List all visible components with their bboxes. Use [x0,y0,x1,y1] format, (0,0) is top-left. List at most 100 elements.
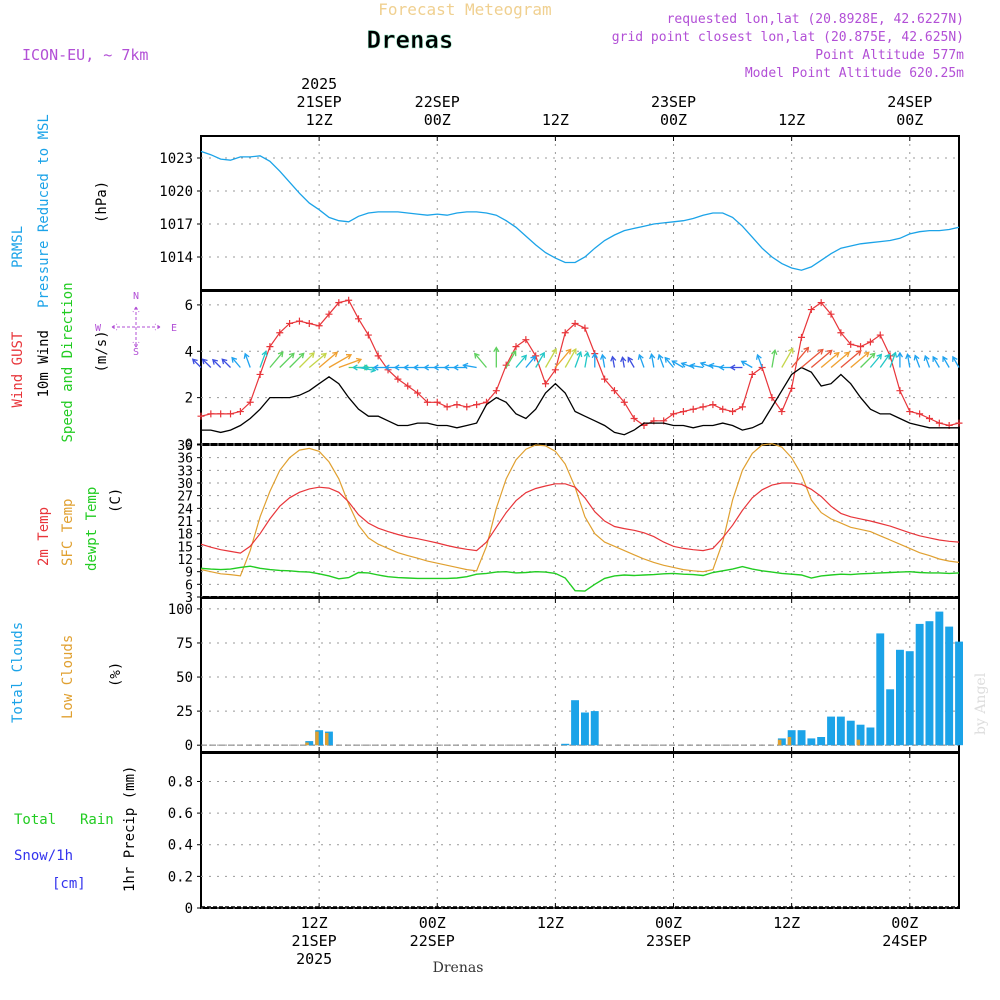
wind-arrow-head [671,360,678,366]
wind-arrow-head [423,364,430,371]
wind-direction-arrow [289,352,305,368]
wind-direction-arrow [638,354,645,368]
wind-gust-point [670,410,678,418]
wind-arrow-head [412,364,419,371]
y-tick-label: 36 [177,452,193,467]
bottom-time-label: 23SEP [646,932,691,950]
panel-wind: 0 2 4 6 Wind GUST 10m Wind Speed and Direction… [10,282,963,453]
wind-gust-point [768,394,776,402]
wind-arrow-head [583,351,591,358]
wind-arrow-head [826,349,833,356]
wind-label-unit: (m/s) [94,330,110,372]
wind-gust-point [266,343,274,351]
y-tick-label: 4 [185,344,193,360]
wind-gust-point [286,319,294,327]
wind-direction-arrow [231,357,241,368]
wind-arrow-head [221,358,228,365]
total-cloud-bar [315,730,324,746]
wind-direction-arrow [564,348,577,368]
pressure-label-unit: (hPa) [94,181,110,223]
wind-arrow-head [817,348,824,355]
temp-label-sfc: SFC Temp [60,499,76,566]
wind-gust-point [414,389,422,397]
wind-arrow-head [473,352,480,359]
wind-gust-point [758,364,766,371]
wind-gust-point [423,398,431,406]
wind-direction-arrow [810,349,833,368]
bottom-time-label: 00Z [891,914,918,932]
wind-gust-line [200,299,960,427]
wind-gust-point [227,410,235,418]
wind-direction-arrow [544,348,557,368]
clouds-label-total: Total Clouds [10,622,26,723]
wind-arrow-head [309,352,315,358]
wind-direction-arrow [879,354,890,368]
wind-direction-arrow [756,354,763,368]
wind-arrow-head [551,347,557,355]
wind-gust-point [916,410,924,418]
wind-label-sd: Speed and Direction [60,282,76,442]
precip-label-cm: [cm] [52,876,86,892]
bottom-time-label: 12Z [301,914,328,932]
wind-gust-point [355,315,363,323]
total-cloud-bar [955,641,963,746]
total-cloud-bar [945,626,954,746]
wind-gust-point [906,408,914,416]
y-tick-label: 0.6 [168,806,193,822]
wind-gust-point [847,340,855,348]
wind-direction-arrow [554,348,572,368]
wind-gust-point [748,370,756,378]
wind-gust-point [571,319,579,327]
wind-arrow-head [649,353,656,360]
wind-arrow-head [231,356,238,363]
wind-gust-point [463,403,471,411]
wind-direction-arrow [658,354,665,368]
precip-label-axis: 1hr Precip (mm) [122,766,138,892]
wind-arrow-head [521,354,528,361]
bottom-time-label: 12Z [773,914,800,932]
panel-frame [200,752,960,909]
panel-pressure: 1014 1017 1020 1023 PRMSL Pressure Reduced to… [10,114,960,308]
pressure-line [200,150,960,271]
low-cloud-bar [787,737,792,746]
wind-gust-point [561,329,569,337]
wind-gust-point [453,401,461,409]
wind-gust-point [709,401,717,409]
wind-gust-point [443,403,451,411]
wind-arrow-head [884,353,891,360]
bottom-time-label: 12Z [537,914,564,932]
bottom-time-label: 24SEP [882,932,927,950]
wind-arrow-head [191,358,198,365]
total-cloud-bar [590,711,599,746]
wind-gust-point [325,310,333,318]
wind-direction-arrow [192,358,202,368]
y-tick-label: 1017 [159,217,193,233]
y-tick-label: 50 [176,670,193,686]
y-tick-label: 12 [177,553,193,568]
total-cloud-bar [935,611,944,746]
wind-direction-arrow [474,353,487,368]
wind-arrow-head [637,353,644,360]
wind-gust-point [276,329,284,337]
wind-direction-arrow [791,347,809,368]
panel-clouds: 0 25 50 75 100 Total Clouds Low Clouds (%) [10,597,963,754]
requested-lonlat: requested lon,lat (20.8928E, 42.6227N) [667,12,964,27]
y-tick-label: 9 [185,566,193,581]
wind-direction-arrow [914,355,921,368]
y-tick-label: 21 [177,515,193,530]
wind-direction-arrow [244,353,251,368]
wind-gust-point [699,403,707,411]
wind-arrow-head [261,350,268,357]
watermark: by Angel [973,672,989,735]
wind-arrow-head [355,357,363,364]
wind-direction-arrow [889,352,897,368]
wind-gust-point [955,419,963,427]
total-cloud-bar [807,738,816,746]
total-cloud-bar [876,633,885,746]
precip-label-snow: Snow/1h [14,848,73,864]
wind-arrow-head [729,364,736,371]
wind-arrow-head [462,362,469,369]
total-cloud-bar [305,741,314,746]
wind-direction-arrow [515,354,527,368]
